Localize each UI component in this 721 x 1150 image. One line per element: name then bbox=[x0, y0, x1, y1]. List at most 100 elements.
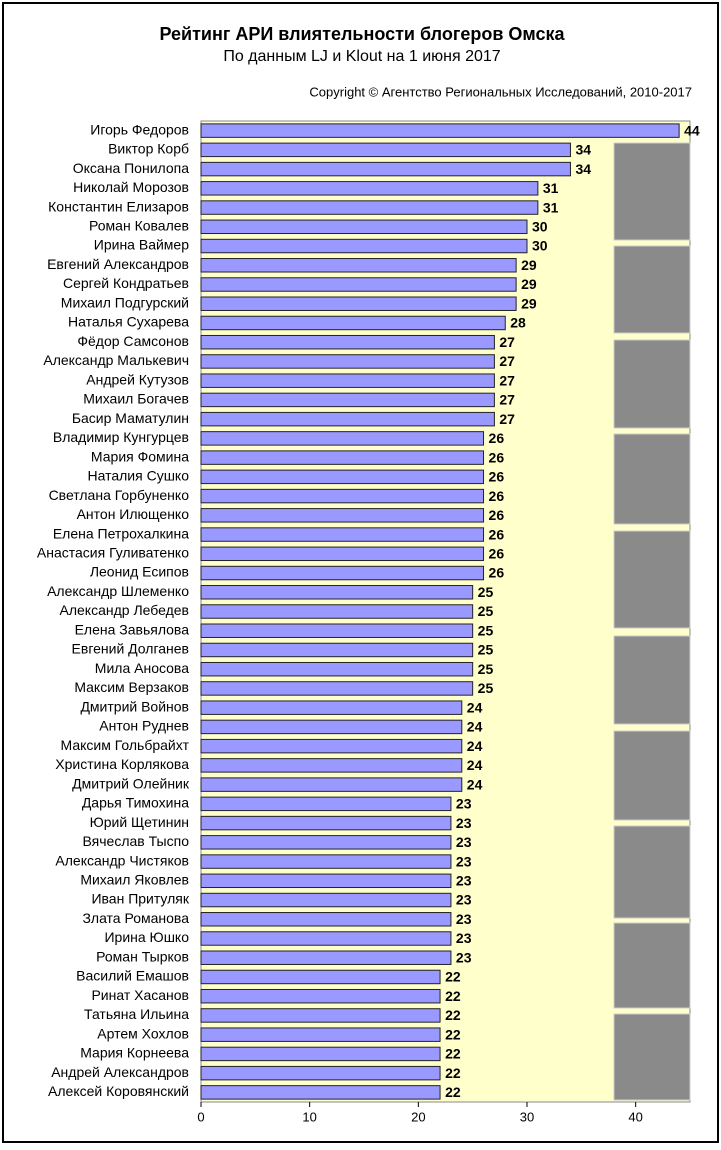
y-tick-label: Наталия Сушко bbox=[88, 468, 190, 484]
y-tick-label: Злата Романова bbox=[82, 910, 189, 926]
y-tick-label: Ринат Хасанов bbox=[91, 987, 189, 1003]
photo bbox=[613, 433, 691, 525]
value-label: 29 bbox=[521, 276, 537, 292]
bar bbox=[200, 258, 517, 273]
y-tick-label: Иван Притуляк bbox=[91, 891, 189, 907]
value-label: 31 bbox=[543, 199, 559, 215]
value-label: 28 bbox=[510, 315, 526, 331]
y-tick-label: Мила Аносова bbox=[95, 660, 189, 676]
y-tick-label: Дмитрий Войнов bbox=[80, 698, 189, 714]
value-label: 23 bbox=[456, 815, 472, 831]
x-tick-label: 10 bbox=[302, 1109, 316, 1124]
x-tick-label: 30 bbox=[520, 1109, 534, 1124]
bar bbox=[200, 988, 441, 1004]
value-label: 30 bbox=[532, 218, 548, 234]
bar bbox=[200, 604, 474, 619]
bar bbox=[200, 431, 485, 446]
bar bbox=[200, 700, 463, 715]
value-label: 23 bbox=[456, 949, 472, 965]
photo bbox=[613, 922, 691, 1009]
value-label: 23 bbox=[456, 892, 472, 908]
bar bbox=[200, 527, 485, 542]
value-label: 25 bbox=[478, 680, 494, 696]
y-tick-label: Алексей Коровянский bbox=[48, 1083, 189, 1099]
bar bbox=[200, 815, 452, 831]
photo bbox=[613, 1013, 691, 1101]
value-label: 24 bbox=[467, 719, 483, 735]
bar bbox=[200, 1046, 441, 1062]
bar bbox=[200, 219, 528, 235]
bar bbox=[200, 142, 571, 158]
y-tick-label: Мария Фомина bbox=[91, 448, 189, 464]
value-label: 34 bbox=[575, 142, 591, 158]
value-label: 26 bbox=[489, 430, 505, 446]
bar bbox=[200, 912, 452, 927]
bar bbox=[200, 334, 495, 350]
value-label: 27 bbox=[499, 372, 515, 388]
y-tick-label: Роман Тырков bbox=[96, 948, 189, 964]
bar bbox=[200, 277, 517, 292]
photo bbox=[613, 339, 691, 429]
value-label: 25 bbox=[478, 642, 494, 658]
bar bbox=[200, 296, 517, 311]
y-tick-label: Евгений Александров bbox=[47, 256, 189, 272]
bar bbox=[200, 873, 452, 889]
bar bbox=[200, 585, 474, 600]
value-label: 23 bbox=[456, 930, 472, 946]
value-label: 26 bbox=[489, 565, 505, 581]
bar bbox=[200, 565, 485, 581]
y-tick-label: Андрей Александров bbox=[51, 1064, 189, 1080]
bar bbox=[200, 892, 452, 908]
y-tick-label: Елена Петрохалкина bbox=[53, 525, 189, 541]
value-label: 27 bbox=[499, 334, 515, 350]
y-tick-label: Роман Ковалев bbox=[89, 217, 189, 233]
bar bbox=[200, 969, 441, 985]
y-tick-label: Владимир Кунгурцев bbox=[53, 429, 189, 445]
y-tick-label: Басир Маматулин bbox=[72, 410, 189, 426]
y-tick-label: Антон Руднев bbox=[99, 718, 189, 734]
y-tick-label: Ирина Юшко bbox=[104, 929, 189, 945]
y-tick-label: Ирина Ваймер bbox=[94, 237, 189, 253]
chart-title: Рейтинг АРИ влиятельности блогеров Омска bbox=[159, 24, 565, 44]
y-tick-label: Константин Елизаров bbox=[48, 198, 189, 214]
bar bbox=[200, 681, 474, 696]
photo bbox=[613, 142, 691, 241]
y-tick-label: Христина Корлякова bbox=[55, 756, 189, 772]
value-label: 25 bbox=[478, 584, 494, 600]
bar bbox=[200, 854, 452, 869]
y-tick-label: Дмитрий Олейник bbox=[72, 775, 190, 791]
y-tick-label: Максим Гольбрайхт bbox=[61, 737, 190, 753]
value-label: 26 bbox=[489, 507, 505, 523]
bar bbox=[200, 161, 571, 177]
x-tick-label: 40 bbox=[628, 1109, 642, 1124]
value-label: 31 bbox=[543, 180, 559, 196]
value-label: 24 bbox=[467, 699, 483, 715]
value-label: 26 bbox=[489, 469, 505, 485]
value-label: 34 bbox=[575, 161, 591, 177]
bar bbox=[200, 835, 452, 850]
value-label: 24 bbox=[467, 757, 483, 773]
value-label: 22 bbox=[445, 1046, 461, 1062]
y-tick-label: Андрей Кутузов bbox=[86, 371, 189, 387]
value-label: 25 bbox=[478, 661, 494, 677]
value-label: 29 bbox=[521, 295, 537, 311]
bar bbox=[200, 777, 463, 792]
value-label: 27 bbox=[499, 411, 515, 427]
y-tick-label: Артем Хохлов bbox=[97, 1025, 189, 1041]
y-tick-label: Антон Илющенко bbox=[77, 506, 190, 522]
x-tick-label: 20 bbox=[411, 1109, 425, 1124]
value-label: 24 bbox=[467, 738, 483, 754]
bar bbox=[200, 411, 495, 427]
y-tick-label: Александр Чистяков bbox=[55, 852, 189, 868]
bar bbox=[200, 123, 680, 138]
y-tick-label: Елена Завьялова bbox=[75, 621, 190, 637]
y-tick-label: Виктор Корб bbox=[108, 141, 189, 157]
bar bbox=[200, 719, 463, 735]
y-tick-label: Михаил Богачев bbox=[83, 391, 189, 407]
y-tick-label: Максим Верзаков bbox=[74, 679, 189, 695]
y-tick-label: Татьяна Ильина bbox=[84, 1006, 189, 1022]
value-label: 23 bbox=[456, 853, 472, 869]
value-label: 22 bbox=[445, 1026, 461, 1042]
photo bbox=[613, 635, 691, 725]
